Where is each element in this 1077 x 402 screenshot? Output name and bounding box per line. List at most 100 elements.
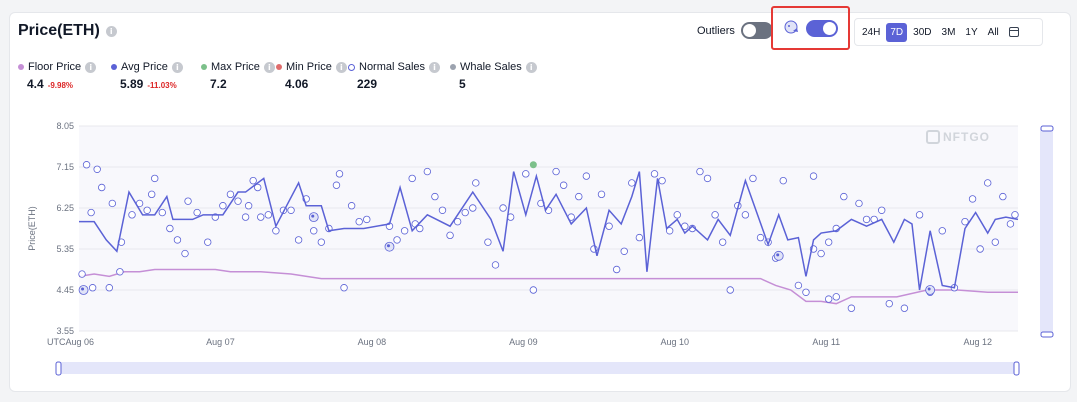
range-tab-24h[interactable]: 24H <box>862 26 881 38</box>
whale-marker-icon <box>81 287 85 291</box>
info-icon[interactable]: i <box>263 61 275 73</box>
info-icon[interactable]: i <box>171 61 183 73</box>
sale-point <box>400 227 409 235</box>
sale-point <box>143 206 151 214</box>
stat-value: 5 <box>459 77 466 91</box>
stat-value-row: 5.89 -11.03% <box>111 77 201 91</box>
stat-label: Floor Price i <box>18 60 111 74</box>
stat-name: Max Price <box>211 61 260 73</box>
stat-max-price: Max Price i 7.2 <box>201 60 276 91</box>
sale-point <box>491 261 500 269</box>
x-tick-label: Aug 12 <box>963 337 992 347</box>
stat-name: Min Price <box>286 61 332 73</box>
sale-point <box>105 284 113 292</box>
sale-point <box>847 304 856 312</box>
sale-point <box>824 238 833 246</box>
sale-point <box>446 231 454 240</box>
sale-point <box>529 286 538 294</box>
horizontal-slider-handle-left[interactable] <box>55 361 62 376</box>
info-icon[interactable]: i <box>85 61 97 73</box>
sale-point <box>272 227 280 235</box>
sale-point <box>862 215 871 224</box>
plot-area <box>79 126 1018 331</box>
sale-point <box>310 227 318 235</box>
sale-point <box>756 233 765 242</box>
whale-sales-toggle[interactable] <box>805 19 838 37</box>
info-icon[interactable]: i <box>105 25 117 37</box>
info-icon[interactable]: i <box>525 61 537 73</box>
sale-point <box>108 199 117 208</box>
whale-marker-icon <box>927 287 931 291</box>
stat-value-row: 229 <box>348 77 450 91</box>
legend-dot-icon <box>276 64 282 70</box>
sale-point <box>363 215 371 224</box>
sale-point <box>264 211 273 219</box>
range-tab-1y[interactable]: 1Y <box>965 26 978 38</box>
sale-point <box>184 197 192 205</box>
stat-value-row: 5 <box>450 77 540 91</box>
sale-point <box>552 167 560 176</box>
sale-point <box>620 247 628 255</box>
stat-label: Max Price i <box>201 60 276 74</box>
sale-point <box>249 176 257 185</box>
stat-name: Avg Price <box>121 61 168 73</box>
stat-floor-price: Floor Price i 4.4 -9.98% <box>18 60 111 91</box>
vertical-slider-handle-top[interactable] <box>1040 125 1054 132</box>
sale-point <box>147 190 156 199</box>
sale-point <box>612 265 621 274</box>
range-tab-7d[interactable]: 7D <box>886 22 908 42</box>
y-tick-label: 3.55 <box>56 326 74 336</box>
sale-point <box>431 192 439 201</box>
y-tick-label: 6.25 <box>56 203 74 213</box>
stat-value: 5.89 <box>120 77 144 91</box>
watermark-logo-icon <box>926 130 940 144</box>
info-icon[interactable]: i <box>335 61 347 73</box>
sale-point <box>423 167 432 176</box>
x-tick-label: UTCAug 06 <box>47 337 94 347</box>
range-tab-all[interactable]: All <box>987 26 999 38</box>
y-tick-label: 5.35 <box>56 244 74 254</box>
sale-point <box>461 208 469 217</box>
sale-point <box>355 217 363 226</box>
sale-point <box>98 183 106 192</box>
sale-point <box>741 211 750 219</box>
legend-dot-icon <box>111 64 117 70</box>
calendar-icon[interactable] <box>1008 27 1019 37</box>
sale-point <box>809 172 818 180</box>
sale-point <box>287 206 295 214</box>
stat-avg-price: Avg Price i 5.89 -11.03% <box>111 60 201 91</box>
sale-point <box>832 293 840 301</box>
stat-value: 4.06 <box>285 77 309 91</box>
sale-point <box>234 197 242 205</box>
info-icon[interactable]: i <box>429 61 441 73</box>
range-tab-3m[interactable]: 3M <box>941 26 956 38</box>
y-tick-label: 7.15 <box>56 162 74 172</box>
legend-dot-icon <box>201 64 207 70</box>
sale-point <box>900 304 909 312</box>
range-tab-30d[interactable]: 30D <box>913 26 932 38</box>
sale-point <box>650 170 659 178</box>
vertical-slider-handle-bottom[interactable] <box>1040 331 1054 338</box>
sale-point <box>855 199 863 208</box>
sale-point <box>88 284 97 292</box>
sale-point <box>335 170 344 178</box>
sale-point <box>173 236 182 244</box>
page-title: Price(ETH) i <box>18 22 117 40</box>
sale-point <box>499 204 507 212</box>
stat-whale-sales: Whale Sales i 5 <box>450 60 540 91</box>
whale-marker-icon <box>776 253 780 257</box>
sale-point <box>628 179 636 187</box>
stat-value-row: 4.06 <box>276 77 348 91</box>
sale-point <box>181 249 189 258</box>
whale-toggle-group <box>771 6 850 50</box>
sale-point <box>605 222 613 230</box>
avg-price-line <box>79 171 1019 291</box>
outliers-toggle[interactable] <box>740 22 773 39</box>
sale-point <box>635 233 644 242</box>
sale-point <box>658 176 666 185</box>
sale-point <box>991 238 999 246</box>
y-tick-label: 4.45 <box>56 285 74 295</box>
horizontal-slider-handle-right[interactable] <box>1013 361 1020 376</box>
sale-point <box>665 227 674 235</box>
